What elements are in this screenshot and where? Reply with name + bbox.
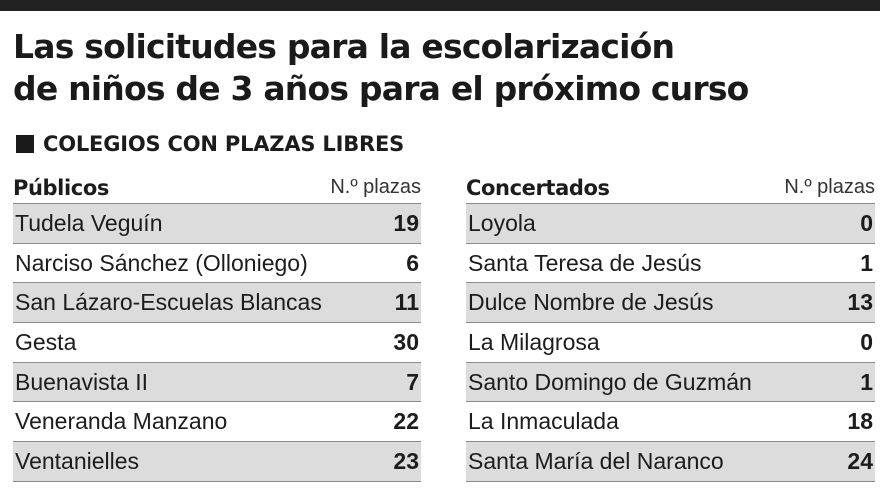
publicos-label: Públicos [13, 175, 109, 200]
plazas-value: 13 [847, 289, 873, 316]
concertados-table: Concertados N.º plazas Loyola 0 Santa Te… [466, 172, 875, 482]
concertados-label: Concertados [466, 175, 610, 200]
table-row: Santa María del Naranco 24 [466, 442, 875, 482]
table-row: Dulce Nombre de Jesús 13 [466, 283, 875, 324]
table-row: Buenavista II 7 [13, 362, 421, 403]
page-title: Las solicitudes para la escolarización d… [13, 26, 873, 110]
concertados-header: Concertados N.º plazas [466, 172, 875, 204]
table-row: Ventanielles 23 [13, 442, 421, 482]
square-bullet-icon [16, 135, 34, 153]
plazas-value: 6 [406, 249, 419, 276]
table-row: La Inmaculada 18 [466, 402, 875, 443]
plazas-value: 23 [393, 447, 419, 474]
school-name: La Inmaculada [468, 408, 619, 435]
title-line-2: de niños de 3 años para el próximo curso [13, 69, 749, 108]
school-name: Narciso Sánchez (Olloniego) [15, 249, 308, 276]
table-row: San Lázaro-Escuelas Blancas 11 [13, 283, 421, 324]
table-row: Veneranda Manzano 22 [13, 402, 421, 443]
table-row: Gesta 30 [13, 323, 421, 363]
school-name: La Milagrosa [468, 328, 600, 355]
table-row: Loyola 0 [466, 204, 875, 244]
top-rule [0, 0, 880, 11]
school-name: Gesta [15, 328, 77, 355]
plazas-value: 1 [860, 368, 873, 395]
school-name: Santa Teresa de Jesús [468, 249, 702, 276]
publicos-unit: N.º plazas [330, 176, 421, 198]
plazas-value: 19 [393, 209, 419, 236]
plazas-value: 11 [394, 289, 419, 316]
table-row: Tudela Veguín 19 [13, 204, 421, 244]
school-name: Ventanielles [15, 447, 140, 474]
table-row: Narciso Sánchez (Olloniego) 6 [13, 244, 421, 284]
table-row: Santa Teresa de Jesús 1 [466, 244, 875, 284]
school-name: San Lázaro-Escuelas Blancas [15, 289, 322, 316]
plazas-value: 30 [393, 328, 419, 355]
plazas-value: 7 [406, 368, 419, 395]
publicos-table: Públicos N.º plazas Tudela Veguín 19 Nar… [13, 172, 421, 482]
school-name: Dulce Nombre de Jesús [468, 289, 714, 316]
title-line-1: Las solicitudes para la escolarización [13, 27, 675, 66]
school-name: Buenavista II [15, 368, 148, 395]
section-heading-text: COLEGIOS CON PLAZAS LIBRES [43, 132, 405, 156]
publicos-header: Públicos N.º plazas [13, 172, 421, 204]
section-heading: COLEGIOS CON PLAZAS LIBRES [16, 130, 404, 158]
concertados-unit: N.º plazas [784, 176, 875, 198]
school-name: Tudela Veguín [15, 209, 163, 236]
school-name: Loyola [468, 209, 536, 236]
plazas-value: 1 [860, 249, 873, 276]
plazas-value: 0 [860, 328, 873, 355]
table-row: Santo Domingo de Guzmán 1 [466, 362, 875, 403]
table-row: La Milagrosa 0 [466, 323, 875, 363]
plazas-value: 18 [847, 408, 873, 435]
school-name: Santa María del Naranco [468, 447, 724, 474]
school-name: Veneranda Manzano [15, 408, 228, 435]
school-name: Santo Domingo de Guzmán [468, 368, 752, 395]
plazas-value: 22 [393, 408, 419, 435]
plazas-value: 24 [847, 447, 873, 474]
plazas-value: 0 [860, 209, 873, 236]
